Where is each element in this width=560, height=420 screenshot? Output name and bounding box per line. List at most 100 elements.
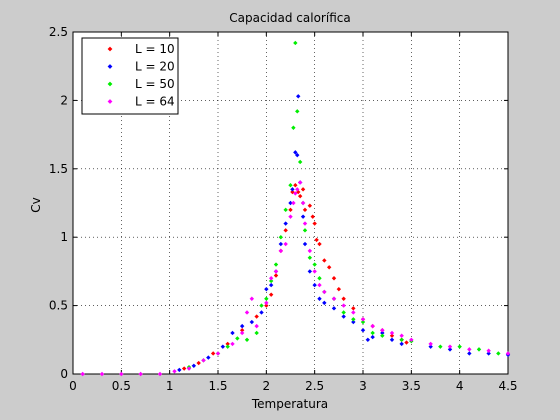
- data-point: [302, 241, 308, 247]
- data-point: [296, 94, 301, 99]
- axis-ticks: 0 0.5 1 1.5 2 2.5 3 3.5 4 4.5 0 0.5 1 1.5 2 2.5: [49, 25, 518, 393]
- y-tick-label: 0: [60, 367, 68, 381]
- data-point: [302, 228, 308, 233]
- data-point: [191, 363, 197, 368]
- data-point: [409, 337, 414, 342]
- data-point: [351, 319, 356, 325]
- data-point: [312, 282, 317, 288]
- data-point: [177, 367, 182, 373]
- data-point: [283, 241, 288, 247]
- data-point: [476, 347, 482, 352]
- data-point: [259, 303, 264, 308]
- data-point: [235, 336, 240, 341]
- data-points: [80, 40, 511, 377]
- data-point: [210, 351, 216, 356]
- data-point: [290, 189, 295, 195]
- x-tick-label: 2.5: [305, 379, 324, 393]
- data-point: [322, 258, 327, 263]
- data-point: [331, 306, 337, 311]
- data-point: [196, 360, 201, 366]
- data-point: [239, 328, 245, 333]
- data-point: [399, 341, 404, 347]
- legend-label: L = 20: [135, 60, 175, 74]
- data-point: [268, 282, 274, 288]
- y-tick-label: 2: [60, 93, 68, 107]
- data-point: [80, 371, 85, 377]
- data-point: [428, 344, 433, 349]
- data-point: [288, 214, 293, 219]
- data-point: [268, 278, 274, 284]
- data-point: [317, 276, 322, 281]
- data-point: [283, 228, 288, 233]
- data-point: [239, 330, 245, 336]
- data-point: [273, 273, 279, 278]
- legend: L = 10 L = 20 L = 50 L = 64: [81, 37, 179, 115]
- data-point: [341, 303, 346, 308]
- data-point: [307, 269, 313, 274]
- data-point: [341, 296, 346, 301]
- data-point: [186, 366, 192, 371]
- data-point: [297, 193, 303, 199]
- data-point: [297, 159, 303, 165]
- data-point: [428, 341, 433, 347]
- data-point: [119, 371, 124, 377]
- data-point: [249, 319, 255, 325]
- x-tick-label: 0: [69, 379, 77, 393]
- legend-label: L = 10: [135, 42, 175, 56]
- data-point: [307, 255, 313, 260]
- data-point: [317, 296, 322, 301]
- x-tick-label: 3.5: [402, 379, 421, 393]
- data-point: [264, 296, 269, 301]
- data-point: [404, 340, 409, 345]
- chart-title: Capacidad calorífica: [229, 11, 350, 25]
- data-point: [370, 330, 375, 336]
- data-point: [467, 347, 472, 352]
- data-point: [300, 214, 306, 219]
- data-point: [447, 347, 453, 352]
- data-point: [99, 371, 105, 377]
- data-point: [331, 296, 337, 301]
- data-point: [295, 187, 300, 192]
- data-point: [380, 330, 385, 336]
- data-point: [268, 292, 274, 297]
- y-tick-label: 1: [60, 230, 68, 244]
- data-point: [259, 310, 264, 315]
- data-point: [291, 125, 296, 130]
- x-tick-label: 3: [359, 379, 367, 393]
- data-point: [447, 344, 453, 349]
- data-point: [230, 341, 235, 347]
- data-point: [249, 296, 255, 301]
- data-point: [310, 214, 315, 219]
- legend-label: L = 50: [135, 77, 175, 91]
- data-point: [317, 282, 322, 288]
- data-point: [278, 248, 284, 254]
- data-point: [312, 262, 317, 267]
- legend-marker: [107, 99, 113, 104]
- data-point: [220, 344, 226, 349]
- data-point: [254, 330, 259, 336]
- data-point: [307, 203, 313, 208]
- data-point: [370, 323, 375, 329]
- data-point: [254, 323, 259, 329]
- data-point: [467, 351, 472, 356]
- data-point: [365, 337, 371, 342]
- data-point: [293, 150, 298, 155]
- data-point: [399, 337, 404, 342]
- data-point: [239, 323, 245, 329]
- data-point: [283, 221, 288, 226]
- data-point: [389, 330, 395, 336]
- data-point: [225, 344, 230, 349]
- y-tick-label: 0.5: [49, 299, 68, 313]
- y-tick-label: 2.5: [49, 25, 68, 39]
- data-point: [157, 371, 163, 377]
- data-point: [302, 221, 308, 226]
- data-point: [389, 337, 395, 342]
- series-2: [177, 94, 511, 373]
- data-point: [290, 187, 295, 192]
- legend-marker: [107, 64, 113, 69]
- data-point: [300, 200, 306, 206]
- data-point: [201, 358, 206, 363]
- data-point: [215, 351, 221, 356]
